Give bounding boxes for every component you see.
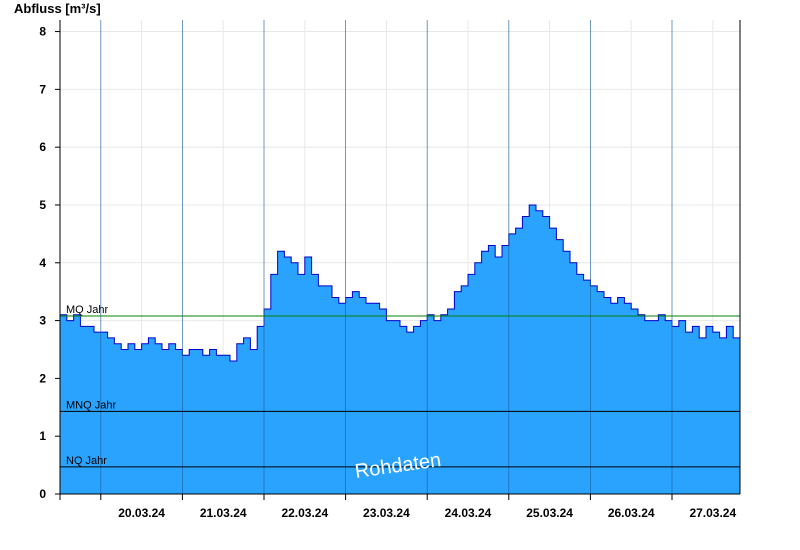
x-tick-label: 27.03.24 bbox=[689, 506, 736, 520]
reference-line-label: NQ Jahr bbox=[66, 455, 107, 467]
y-tick-label: 2 bbox=[39, 371, 46, 385]
y-tick-label: 4 bbox=[39, 256, 46, 270]
tick-labels: 0 1 2 3 4 5 6 7 8 20.03.24 21.03.24 22.03.24 23.03.2… bbox=[39, 25, 736, 520]
y-tick-label: 3 bbox=[39, 314, 46, 328]
discharge-fill bbox=[60, 204, 740, 494]
discharge-area bbox=[60, 204, 741, 494]
y-tick-label: 5 bbox=[39, 198, 46, 212]
x-tick-label: 20.03.24 bbox=[118, 506, 165, 520]
reference-line-label: MQ Jahr bbox=[66, 304, 109, 316]
x-tick-label: 23.03.24 bbox=[363, 506, 410, 520]
y-axis-title: Abfluss [m³/s] bbox=[14, 1, 101, 16]
reference-lines: MQ Jahr MNQ Jahr NQ Jahr bbox=[60, 304, 740, 468]
x-tick-label: 25.03.24 bbox=[526, 506, 573, 520]
discharge-line bbox=[60, 204, 741, 362]
y-tick-label: 6 bbox=[39, 140, 46, 154]
day-separators bbox=[100, 20, 673, 494]
reference-line-label: MNQ Jahr bbox=[66, 399, 116, 411]
x-tick-label: 21.03.24 bbox=[200, 506, 247, 520]
y-tick-label: 8 bbox=[39, 25, 46, 39]
axes bbox=[55, 20, 741, 500]
y-tick-label: 7 bbox=[39, 82, 46, 96]
y-tick-label: 0 bbox=[39, 487, 46, 501]
x-tick-label: 24.03.24 bbox=[445, 506, 492, 520]
x-tick-label: 26.03.24 bbox=[608, 506, 655, 520]
y-tick-label: 1 bbox=[39, 429, 46, 443]
x-tick-label: 22.03.24 bbox=[281, 506, 328, 520]
